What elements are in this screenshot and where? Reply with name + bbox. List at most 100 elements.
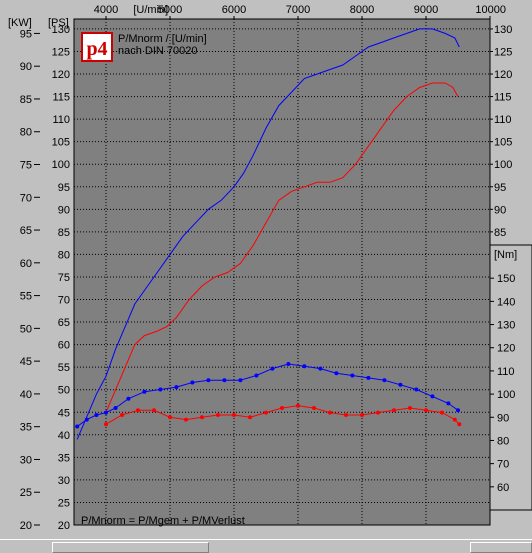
ps-tick-label-left: 25 [58,497,70,509]
x-tick-label: 7000 [286,4,310,16]
ps-tick-label-left: 90 [58,204,70,216]
logo-text: p4 [86,38,107,60]
series-point-3 [312,406,316,410]
nm-tick-label: 150 [497,273,515,285]
nm-tick-label: 120 [497,343,515,355]
ps-tick-label-right: 100 [494,159,512,171]
annotation-line-2: nach DIN 70020 [118,45,198,57]
ps-tick-label-left: 55 [58,362,70,374]
logo: p4 [81,32,113,62]
series-line-3 [105,405,460,425]
ps-tick-label-left: 50 [58,385,70,397]
ps-tick-label-left: 60 [58,340,70,352]
series-point-3 [152,408,156,413]
series-point-3 [216,413,220,417]
series-point-2 [174,385,179,390]
kw-tick-label: 25 [20,487,32,499]
kw-tick-label: 60 [20,258,32,270]
nm-tick-label: 140 [497,296,515,308]
series-point-3 [457,422,462,427]
kw-tick-label: 40 [20,389,32,401]
series-point-3 [200,415,204,420]
nm-tick-label: 70 [497,459,509,471]
series-point-2 [350,373,355,378]
series-point-3 [232,413,236,417]
series-point-3 [360,413,364,417]
grid [74,19,490,525]
nm-tick-label: 60 [497,482,509,494]
plot-background [73,18,491,526]
series-point-2 [446,401,451,406]
series-point-3 [296,403,300,408]
nm-tick-label: 80 [497,435,509,447]
series-point-3 [104,422,108,427]
kw-tick-label: 90 [20,61,32,73]
ps-tick-label-left: 20 [58,520,70,532]
series-point-2 [206,378,211,383]
ps-tick-label-left: 40 [58,430,70,442]
series-point-2 [113,406,118,410]
ps-tick-label-left: 35 [58,452,70,464]
series-point-3 [344,413,348,417]
kw-tick-label: 80 [20,127,32,139]
kw-tick-label: 75 [20,160,32,172]
ps-tick-label-right: 115 [494,92,512,104]
ps-tick-label-left: 85 [58,227,70,239]
series-point-2 [222,378,227,383]
series-point-3 [184,417,188,422]
annotation-line-1: P/Mnorm / [U/min] [118,33,207,45]
series-point-2 [414,387,419,392]
series-point-3 [376,410,380,415]
series-point-3 [392,408,396,413]
ps-tick-label-right: 130 [494,24,512,36]
taskbar-button[interactable] [52,542,209,553]
kw-tick-label: 95 [20,28,32,40]
ps-tick-label-right: 90 [494,204,506,216]
series-point-2 [126,396,131,401]
nm-unit-label: [Nm] [494,249,517,261]
ps-unit-label-left: [PS] [48,17,69,29]
ps-tick-label-right: 95 [494,182,506,194]
series-point-3 [408,406,412,410]
series-point-3 [120,413,124,417]
series-point-2 [190,380,195,385]
kw-tick-label: 85 [20,94,32,106]
kw-tick-label: 35 [20,422,32,434]
series-point-2 [238,378,243,383]
series-point-2 [104,410,108,415]
dyno-chart: [Nm] 60 70 80 90 100 110 120 130 140 150 [U/min] 40… [8,4,532,532]
ps-tick-label-left: 120 [52,69,70,81]
x-tick-label: 5000 [158,4,182,16]
series-layer [75,28,462,440]
x-tick-label: 8000 [350,4,374,16]
series-point-2 [302,364,307,369]
kw-tick-label: 45 [20,356,32,368]
kw-tick-label: 30 [20,454,32,466]
x-tick-label: 6000 [222,4,246,16]
x-tick-label: 4000 [94,4,118,16]
series-point-3 [264,410,268,415]
series-point-3 [424,408,428,413]
ps-tick-label-left: 130 [52,24,70,36]
ps-tick-label-left: 115 [52,92,70,104]
nm-tick-label: 100 [497,389,515,401]
nm-axis-divider [489,244,532,511]
nm-axis-panel: [Nm] 60 70 80 90 100 110 120 130 140 150 [489,244,532,511]
series-point-2 [142,389,147,394]
ps-tick-label-right: 120 [494,69,512,81]
ps-tick-label-left: 65 [58,317,70,329]
ps-tick-label-right: 110 [494,114,512,126]
ps-tick-label-left: 105 [52,137,70,149]
series-point-3 [440,410,444,415]
kw-tick-label: 70 [20,192,32,204]
series-point-2 [286,362,291,366]
x-unit-label: [U/min] [133,4,168,16]
ps-tick-label-left: 75 [58,272,70,284]
series-point-2 [75,424,80,429]
ps-tick-label-left: 30 [58,475,70,487]
series-point-3 [452,417,457,422]
kw-tick-label: 20 [20,520,32,532]
series-point-2 [270,366,275,371]
x-tick-label: 9000 [414,4,438,16]
formula-label: P/Mnorm = P/Mgem + P/MVerlust [81,515,245,527]
